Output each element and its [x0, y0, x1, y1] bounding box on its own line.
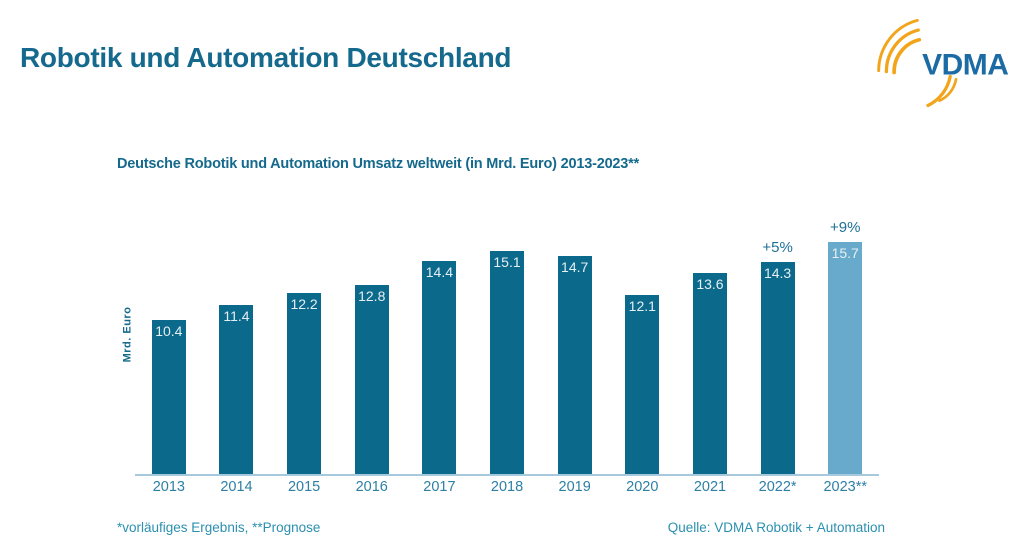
growth-label: +9% — [829, 219, 861, 236]
x-tick-label: 2016 — [355, 479, 388, 495]
logo-arcs-icon — [877, 18, 958, 108]
vdma-logo-graphic: VDMA — [877, 18, 1009, 108]
bar-slot: 12.2 — [270, 220, 338, 474]
source-credit: Quelle: VDMA Robotik + Automation — [667, 520, 885, 535]
bar: 12.8 — [354, 285, 389, 474]
bar-slot: +5% 14.3 — [744, 220, 812, 474]
logo-text: VDMA — [922, 49, 1008, 82]
x-tick-label: 2023** — [823, 479, 867, 495]
x-tick-label: 2015 — [287, 479, 321, 495]
bar: 14.3 — [760, 262, 795, 474]
bar: 13.6 — [692, 273, 727, 474]
x-tick-label: 2020 — [626, 479, 659, 495]
bar-value-label: 14.3 — [763, 265, 792, 281]
bar-value-label: 11.4 — [223, 308, 250, 324]
bar-value-label: 14.7 — [561, 259, 589, 275]
y-axis-label: Mrd. Euro — [121, 306, 134, 363]
bar-slot: 15.1 — [473, 220, 541, 474]
page-title: Robotik und Automation Deutschland — [20, 42, 512, 73]
bar: 14.7 — [557, 256, 592, 474]
x-tick-label: 2013 — [152, 479, 185, 495]
bar: 12.1 — [625, 295, 660, 474]
bar-value-label: 12.1 — [628, 298, 656, 314]
x-axis-tick-labels: 2013 2014 2015 2016 2017 2018 2019 2020 2021 2022… — [135, 479, 879, 495]
x-tick-label: 2022* — [758, 479, 797, 495]
bar-slot: 11.4 — [203, 220, 271, 474]
bar: 12.2 — [287, 293, 322, 474]
bar: 15.7 — [828, 242, 863, 474]
bar-value-label: 15.7 — [831, 245, 859, 261]
bar: 15.1 — [490, 251, 525, 474]
footnote: *vorläufiges Ergebnis, **Prognose — [117, 520, 321, 535]
bar-slot: 12.1 — [608, 220, 676, 474]
bar-slot: 10.4 — [135, 220, 203, 474]
x-tick-label: 2014 — [220, 479, 253, 495]
bar-value-label: 12.2 — [290, 296, 318, 312]
bar-value-label: 15.1 — [493, 254, 521, 270]
x-tick-label: 2017 — [423, 479, 456, 495]
bar: 14.4 — [422, 261, 457, 474]
chart-title: Deutsche Robotik und Automation Umsatz w… — [117, 156, 640, 172]
bar: 11.4 — [219, 305, 254, 474]
x-tick-label: 2018 — [490, 479, 524, 495]
x-tick-label: 2019 — [558, 479, 591, 495]
vdma-logo: VDMA — [869, 12, 1014, 110]
bar-slot: +9% 15.7 — [811, 219, 879, 474]
bar-slot: 13.6 — [676, 220, 744, 474]
growth-label: +5% — [762, 239, 793, 256]
x-axis-line — [135, 474, 879, 476]
bar-chart: 10.4 11.4 12.2 12.8 14.4 15.1 14.7 12.1 13.6 +5% 1… — [135, 219, 879, 474]
bar-slot: 14.4 — [406, 220, 474, 474]
x-tick-label: 2021 — [693, 479, 727, 495]
bar-value-label: 14.4 — [425, 264, 453, 280]
bar-slot: 14.7 — [541, 220, 609, 474]
bar-value-label: 13.6 — [696, 276, 724, 292]
bar-value-label: 10.4 — [155, 323, 183, 339]
bar-value-label: 12.8 — [358, 288, 386, 304]
bar-slot: 12.8 — [338, 220, 406, 474]
bar: 10.4 — [151, 320, 186, 474]
